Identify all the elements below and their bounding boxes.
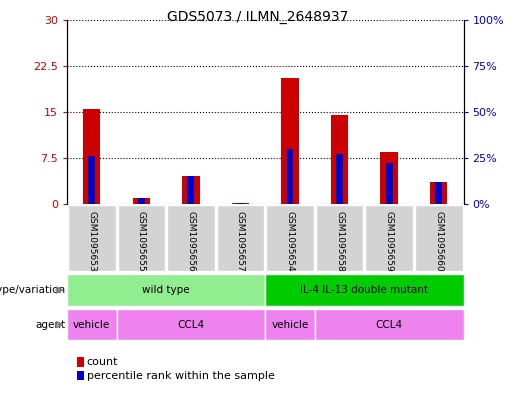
Text: GSM1095658: GSM1095658 [335,211,344,272]
Bar [187,176,194,204]
Bar [138,198,145,204]
Text: GDS5073 / ILMN_2648937: GDS5073 / ILMN_2648937 [167,10,348,24]
Bar [331,115,348,204]
Bar [286,149,294,204]
FancyBboxPatch shape [266,205,314,271]
FancyBboxPatch shape [67,309,116,340]
Text: GSM1095656: GSM1095656 [186,211,195,272]
Bar [386,163,392,204]
Text: CCL4: CCL4 [375,320,403,330]
Text: GSM1095660: GSM1095660 [434,211,443,272]
Bar [430,182,448,204]
Bar [281,78,299,204]
Bar [232,203,249,204]
Text: agent: agent [36,320,66,330]
Text: GSM1095653: GSM1095653 [87,211,96,272]
Text: GSM1095657: GSM1095657 [236,211,245,272]
Text: GSM1095654: GSM1095654 [285,211,295,272]
Text: GSM1095655: GSM1095655 [137,211,146,272]
FancyBboxPatch shape [316,205,364,271]
Text: vehicle: vehicle [73,320,110,330]
FancyBboxPatch shape [415,205,462,271]
FancyBboxPatch shape [265,274,464,306]
FancyBboxPatch shape [217,205,264,271]
Text: vehicle: vehicle [271,320,308,330]
Text: count: count [87,357,118,367]
Text: genotype/variation: genotype/variation [0,285,66,295]
Bar [133,198,150,204]
Bar [182,176,199,204]
FancyBboxPatch shape [315,309,464,340]
FancyBboxPatch shape [117,205,165,271]
Bar [83,109,100,204]
Text: GSM1095659: GSM1095659 [385,211,393,272]
Text: wild type: wild type [142,285,190,295]
Text: CCL4: CCL4 [177,320,204,330]
FancyBboxPatch shape [67,274,265,306]
Bar [237,203,244,204]
FancyBboxPatch shape [365,205,413,271]
Text: percentile rank within the sample: percentile rank within the sample [87,371,274,381]
Text: IL-4 IL-13 double mutant: IL-4 IL-13 double mutant [300,285,428,295]
Bar [88,156,95,204]
FancyBboxPatch shape [265,309,315,340]
FancyBboxPatch shape [68,205,115,271]
FancyBboxPatch shape [167,205,215,271]
Bar [381,152,398,204]
FancyBboxPatch shape [116,309,265,340]
Bar [435,182,442,204]
Bar [336,154,343,204]
